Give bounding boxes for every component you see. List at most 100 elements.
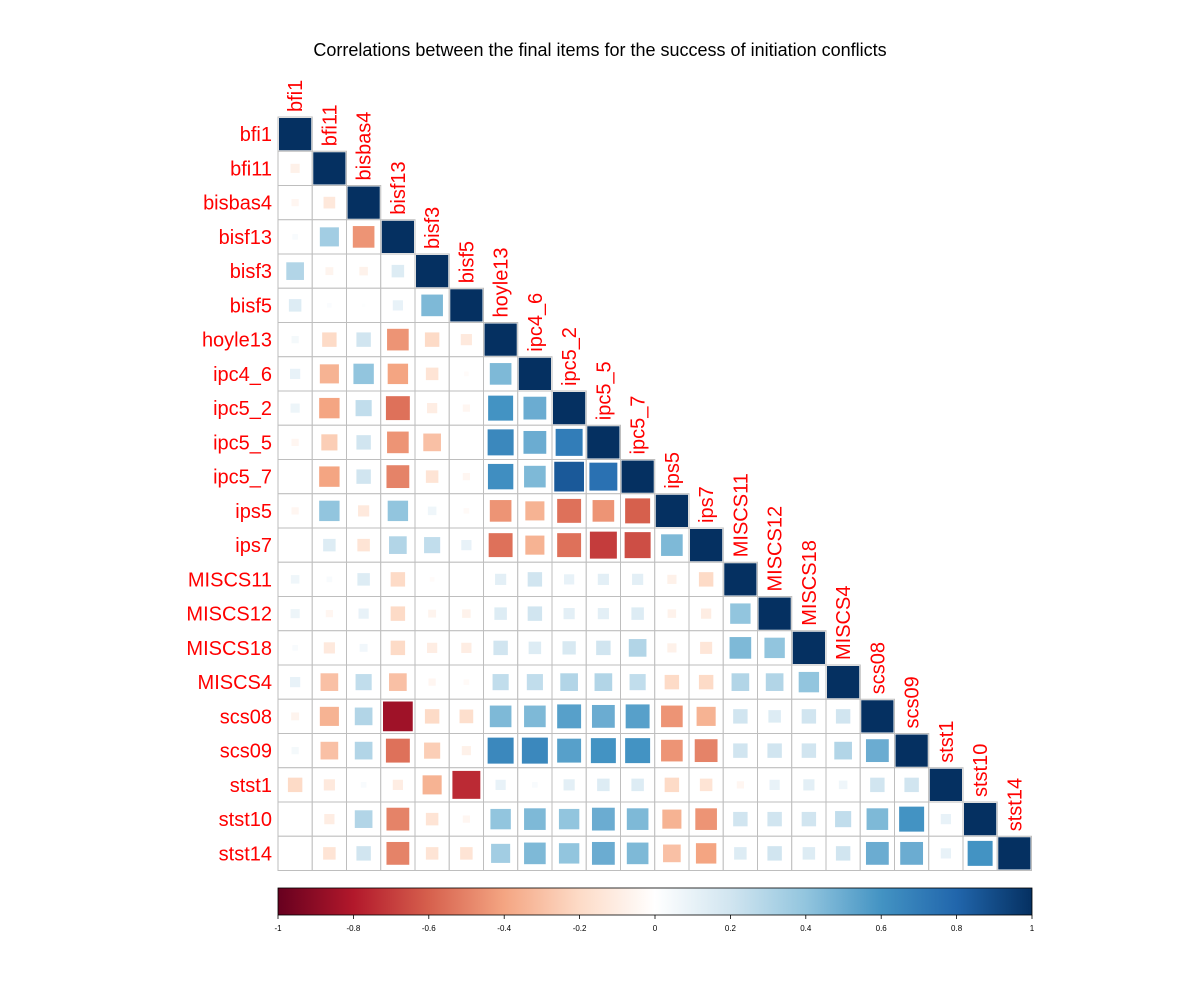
correlation-square-stst14-bfi11 [323, 847, 336, 860]
column-label-bfi11: bfi11 [319, 104, 341, 146]
correlation-square-scs09-MISCS4 [834, 741, 852, 760]
correlation-square-stst1-scs08 [870, 777, 885, 793]
correlation-square-MISCS12-ips7 [701, 608, 712, 619]
column-label-bisf13: bisf13 [388, 161, 410, 214]
correlation-square-MISCS4-MISCS12 [765, 673, 784, 691]
correlation-square-stst1-ipc5_7 [631, 778, 644, 792]
column-label-MISCS12: MISCS12 [765, 506, 787, 592]
correlation-square-stst10-ipc5_2 [558, 808, 580, 830]
correlation-square-scs09-bisbas4 [354, 741, 373, 760]
correlation-square-stst1-ips5 [664, 777, 680, 793]
column-label-bisf3: bisf3 [422, 207, 444, 249]
row-label-ipc5_2: ipc5_2 [213, 398, 272, 420]
correlation-square-scs08-bisf3 [424, 709, 440, 724]
colorbar-tick-label: -0.2 [573, 924, 587, 933]
correlation-square-stst1-ipc5_2 [563, 779, 575, 791]
correlation-square-MISCS4-bfi1 [290, 677, 301, 688]
correlation-square-ipc4_6-bisf5 [464, 371, 469, 377]
colorbar-tick-label: 0.2 [725, 924, 737, 933]
cell-bg [688, 835, 724, 871]
colorbar-tick-label: -0.4 [497, 924, 511, 933]
correlation-square-scs09-MISCS11 [733, 743, 748, 758]
correlation-square-ipc5_7-ipc4_6 [524, 465, 546, 488]
cell-bg [448, 561, 484, 597]
column-label-bisf5: bisf5 [456, 241, 478, 283]
correlation-square-MISCS4-MISCS18 [798, 671, 820, 693]
correlation-square-scs09-ipc5_2 [557, 738, 582, 763]
correlation-square-MISCS4-MISCS4 [827, 666, 860, 699]
colorbar-tick-label: 0.4 [800, 924, 812, 933]
correlation-square-stst10-bisbas4 [354, 810, 373, 828]
correlation-square-stst1-scs09 [904, 777, 919, 793]
correlation-square-stst10-stst10 [964, 803, 997, 836]
correlation-square-scs09-ips7 [694, 739, 718, 763]
correlation-square-ips7-ipc5_5 [589, 531, 617, 559]
correlation-square-scs09-scs08 [865, 739, 889, 763]
correlation-square-scs08-scs08 [861, 700, 894, 733]
correlation-square-stst1-hoyle13 [495, 779, 506, 790]
correlation-square-stst10-stst1 [940, 814, 951, 825]
correlation-square-scs08-MISCS12 [768, 710, 781, 723]
correlation-square-stst14-bisbas4 [356, 846, 371, 861]
correlation-square-MISCS11-bisf13 [390, 572, 406, 587]
correlation-square-MISCS4-bisf3 [428, 678, 436, 686]
column-label-stst1: stst1 [936, 721, 958, 763]
row-label-MISCS12: MISCS12 [186, 604, 272, 626]
correlation-square-MISCS4-MISCS11 [731, 673, 750, 691]
correlation-square-stst1-bisf13 [392, 779, 403, 790]
correlation-square-stst10-bisf5 [462, 815, 470, 823]
correlation-square-stst10-MISCS18 [801, 811, 817, 827]
correlation-square-ipc5_7-ipc5_7 [621, 460, 654, 493]
column-label-ipc5_2: ipc5_2 [559, 327, 581, 386]
correlation-square-hoyle13-bisf13 [387, 328, 409, 351]
correlation-square-ipc4_6-ipc4_6 [518, 357, 551, 390]
correlation-square-stst14-bisf3 [425, 847, 439, 860]
correlation-square-ipc5_5-ipc5_5 [587, 426, 620, 459]
correlation-square-stst14-hoyle13 [491, 843, 511, 863]
correlation-square-stst1-MISCS18 [803, 779, 815, 791]
correlation-square-stst14-stst1 [940, 848, 951, 859]
correlation-square-bisbas4-bisbas4 [347, 186, 380, 219]
column-label-ipc5_7: ipc5_7 [628, 396, 650, 455]
correlation-square-ipc5_2-ipc5_2 [553, 392, 586, 425]
correlation-square-scs09-ips5 [661, 739, 683, 762]
column-label-bfi1: bfi1 [285, 80, 307, 112]
chart-title: Correlations between the final items for… [313, 40, 887, 60]
correlation-square-MISCS12-ipc5_7 [631, 607, 644, 620]
correlation-square-stst1-bisf5 [452, 770, 481, 799]
correlation-square-stst14-ipc5_7 [626, 842, 649, 865]
column-label-ipc4_6: ipc4_6 [525, 293, 547, 352]
correlation-square-ipc5_7-bisf3 [425, 470, 439, 483]
column-label-stst14: stst14 [1004, 778, 1026, 831]
correlation-square-stst14-ipc4_6 [524, 842, 546, 865]
column-label-scs09: scs09 [902, 676, 924, 728]
correlation-square-MISCS18-ipc5_2 [562, 641, 576, 655]
correlation-square-scs09-ipc4_6 [521, 737, 548, 764]
correlation-square-stst14-MISCS12 [767, 846, 782, 861]
correlation-square-scs08-bfi11 [319, 706, 339, 726]
colorbar-tick-label: 0 [653, 924, 658, 933]
correlation-square-ips5-bfi11 [319, 500, 340, 522]
correlation-square-ipc5_5-bfi11 [321, 434, 338, 451]
colorbar-tick-label: 0.8 [951, 924, 963, 933]
cell-bg [483, 664, 519, 700]
correlation-square-hoyle13-bisf3 [424, 332, 440, 347]
correlation-square-ipc4_6-bfi1 [290, 368, 301, 379]
correlation-square-MISCS11-ips5 [667, 574, 677, 584]
correlation-square-bisf3-bfi11 [325, 267, 334, 276]
correlation-square-bisf3-bisf3 [416, 255, 449, 288]
correlation-square-MISCS18-bfi1 [292, 645, 298, 651]
row-label-MISCS11: MISCS11 [188, 569, 272, 591]
column-label-MISCS18: MISCS18 [799, 540, 821, 626]
cell-bg [517, 630, 553, 666]
correlation-square-MISCS12-bisbas4 [358, 608, 369, 619]
correlation-square-ipc5_5-ipc4_6 [523, 430, 547, 454]
correlation-square-MISCS4-ipc5_5 [594, 673, 613, 691]
correlation-square-ipc5_7-ipc5_2 [554, 461, 584, 492]
correlation-square-scs09-hoyle13 [487, 737, 514, 764]
correlation-square-MISCS4-ipc5_7 [629, 674, 646, 691]
correlation-square-ips5-ipc5_5 [592, 500, 615, 522]
correlation-square-MISCS4-ipc5_2 [560, 673, 578, 691]
correlation-square-stst1-bisbas4 [360, 782, 367, 788]
